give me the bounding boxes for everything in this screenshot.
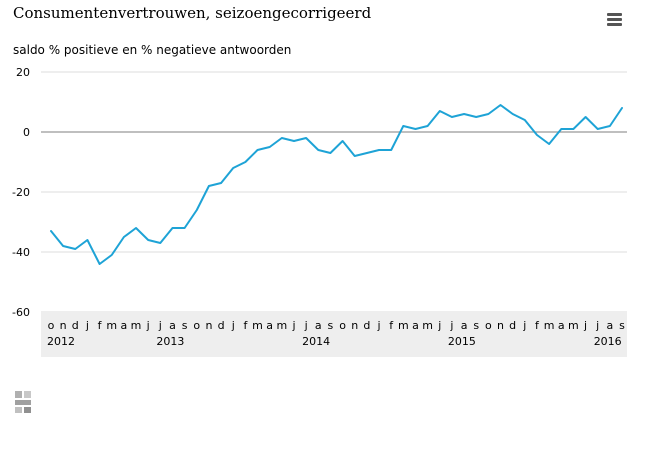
x-tick-label: j — [437, 319, 441, 332]
x-axis-band — [41, 312, 627, 357]
x-tick-label: o — [193, 319, 200, 332]
x-tick-label: a — [412, 319, 419, 332]
x-tick-label: a — [606, 319, 613, 332]
x-tick-label: j — [291, 319, 295, 332]
x-tick-label: n — [60, 319, 67, 332]
x-tick-label: j — [158, 319, 162, 332]
x-tick-label: f — [535, 319, 540, 332]
x-tick-label: s — [473, 319, 479, 332]
x-tick-label: a — [558, 319, 565, 332]
x-tick-label: s — [619, 319, 625, 332]
x-tick-label: m — [568, 319, 579, 332]
x-tick-label: o — [48, 319, 55, 332]
year-label: 2014 — [302, 335, 330, 348]
chart-title: Consumentenvertrouwen, seizoengecorrigee… — [13, 4, 372, 22]
x-tick-label: f — [389, 319, 394, 332]
x-tick-label: n — [351, 319, 358, 332]
x-tick-label: m — [131, 319, 142, 332]
x-tick-label: f — [98, 319, 103, 332]
y-axis-label: saldo % positieve en % negatieve antwoor… — [13, 43, 292, 57]
x-tick-label: j — [85, 319, 89, 332]
x-tick-label: m — [544, 319, 555, 332]
x-tick-label: d — [72, 319, 79, 332]
x-tick-label: j — [595, 319, 599, 332]
y-tick-label: 0 — [23, 126, 30, 139]
x-tick-label: m — [422, 319, 433, 332]
y-tick-label: -40 — [12, 246, 30, 259]
x-tick-label: j — [231, 319, 235, 332]
x-tick-label: a — [461, 319, 468, 332]
y-tick-label: -60 — [12, 306, 30, 319]
x-tick-label: n — [205, 319, 212, 332]
x-tick-label: d — [363, 319, 370, 332]
x-tick-label: m — [252, 319, 263, 332]
series-line — [50, 104, 623, 265]
x-tick-label: m — [398, 319, 409, 332]
x-tick-label: j — [449, 319, 453, 332]
x-tick-label: a — [121, 319, 128, 332]
x-tick-label: j — [146, 319, 150, 332]
y-tick-label: -20 — [12, 186, 30, 199]
hamburger-menu-icon[interactable] — [605, 10, 625, 28]
year-label: 2013 — [156, 335, 184, 348]
x-tick-label: s — [328, 319, 334, 332]
x-tick-label: n — [497, 319, 504, 332]
year-label: 2015 — [448, 335, 476, 348]
x-tick-label: f — [243, 319, 248, 332]
year-label: 2016 — [594, 335, 622, 348]
y-tick-label: 20 — [16, 66, 30, 79]
x-tick-label: s — [182, 319, 188, 332]
x-tick-label: a — [266, 319, 273, 332]
x-tick-label: d — [218, 319, 225, 332]
x-tick-label: d — [509, 319, 516, 332]
cbs-logo-icon — [15, 391, 31, 413]
x-tick-label: m — [276, 319, 287, 332]
x-tick-label: m — [106, 319, 117, 332]
year-label: 2012 — [47, 335, 75, 348]
x-tick-label: j — [522, 319, 526, 332]
x-tick-label: a — [169, 319, 176, 332]
x-tick-label: j — [583, 319, 587, 332]
x-tick-label: o — [485, 319, 492, 332]
x-tick-label: j — [376, 319, 380, 332]
x-tick-label: j — [304, 319, 308, 332]
x-tick-label: a — [315, 319, 322, 332]
x-tick-label: o — [339, 319, 346, 332]
